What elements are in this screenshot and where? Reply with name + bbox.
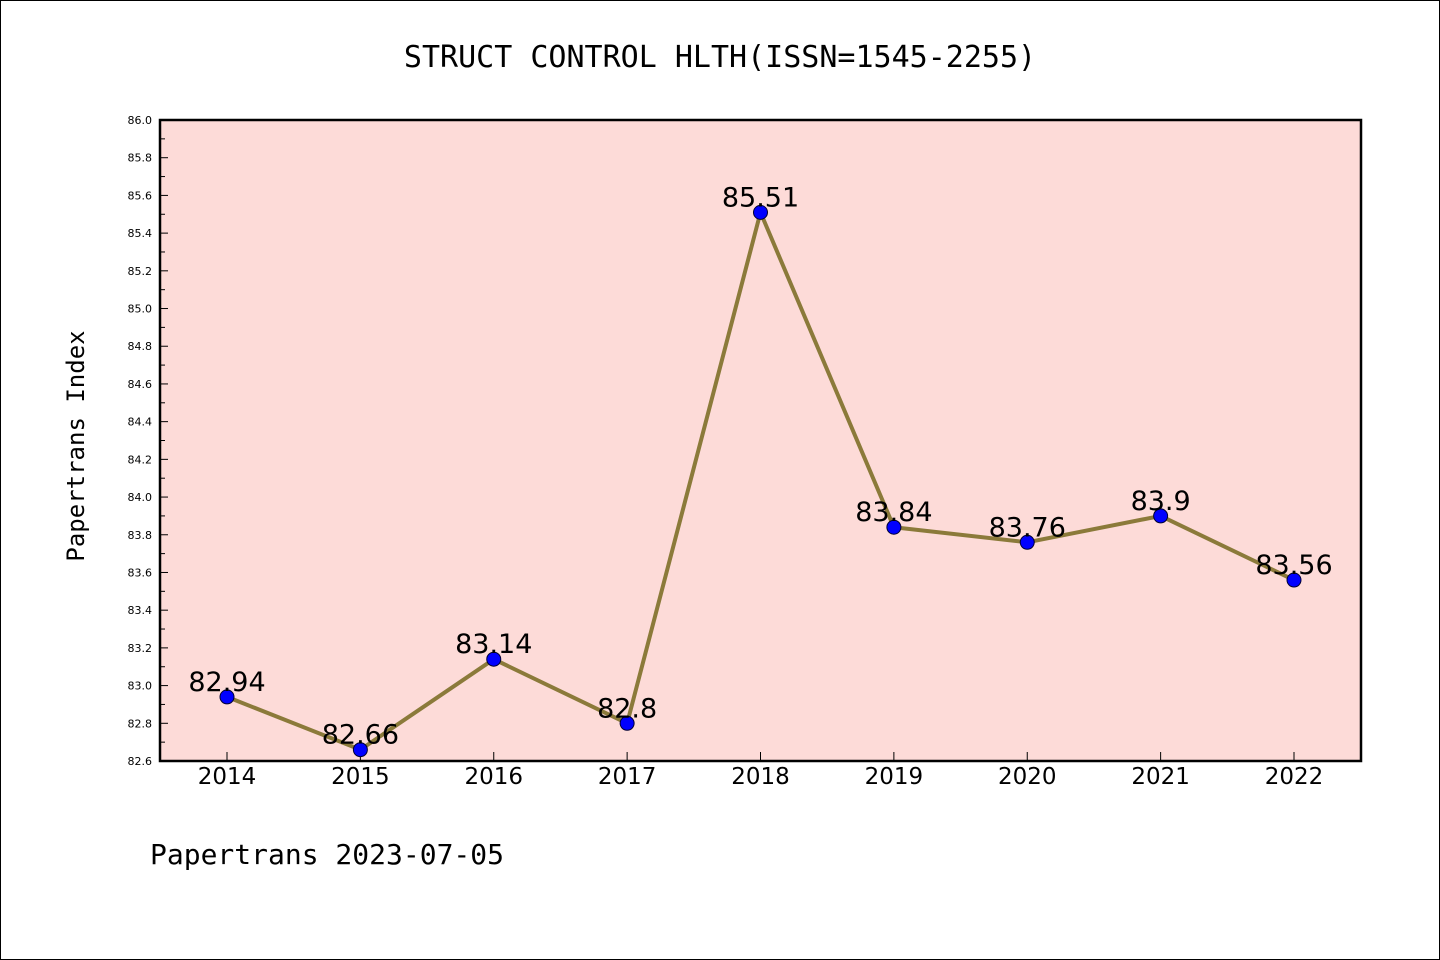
data-label: 82.66 (322, 720, 399, 751)
x-tick-label: 2020 (998, 764, 1057, 790)
x-tick-label: 2014 (198, 764, 257, 790)
x-tick-label: 2017 (598, 764, 657, 790)
x-tick-label: 2016 (464, 764, 523, 790)
data-point (1153, 508, 1169, 524)
x-tick-label: 2015 (331, 764, 390, 790)
y-tick-label: 85.4 (128, 227, 153, 240)
chart-title: STRUCT CONTROL HLTH(ISSN=1545-2255) (404, 40, 1036, 75)
x-tick-label: 2022 (1265, 764, 1324, 790)
data-point (352, 742, 368, 758)
x-tick-label: 2019 (865, 764, 924, 790)
data-point (486, 651, 502, 667)
y-tick-label: 83.8 (128, 529, 153, 542)
y-tick-label: 84.6 (128, 378, 153, 391)
y-tick-label: 83.2 (128, 642, 153, 655)
data-label: 82.94 (188, 667, 265, 698)
data-point (219, 689, 235, 705)
y-tick-label: 84.2 (128, 453, 153, 466)
y-tick-label: 85.8 (128, 152, 153, 165)
y-tick-label: 82.8 (128, 717, 153, 730)
y-tick-label: 83.0 (128, 680, 153, 693)
data-label: 85.51 (722, 182, 799, 213)
data-label: 83.9 (1131, 486, 1191, 517)
data-point (753, 204, 768, 220)
y-tick-label: 84.4 (128, 416, 153, 429)
y-tick-label: 83.4 (128, 604, 153, 617)
y-axis-ticks: 82.6 82.8 83.0 83.2 83.4 83.6 83.8 84.0 84.2 84.4… (128, 114, 168, 768)
data-point (1019, 534, 1035, 550)
plot-area (158, 118, 1363, 763)
data-label: 83.14 (455, 629, 532, 660)
y-tick-label: 84.0 (128, 491, 153, 504)
data-point (619, 715, 635, 731)
y-tick-label: 84.8 (128, 340, 153, 353)
y-tick-label: 83.6 (128, 566, 153, 579)
footer-text: Papertrans 2023-07-05 (150, 838, 504, 871)
data-labels-group: 82.94 82.66 83.14 82.8 85.51 83.84 83.76 83.9 83… (188, 182, 1332, 750)
data-label: 82.8 (597, 693, 657, 724)
x-axis-ticks: 2014 2015 2016 2017 2018 2019 2020 2021 2022 (198, 752, 1324, 790)
data-label: 83.56 (1255, 550, 1332, 581)
series-line-group (219, 204, 1302, 758)
y-axis-label: Papertrans Index (62, 330, 90, 561)
x-tick-label: 2021 (1131, 764, 1190, 790)
data-point (1286, 572, 1302, 588)
y-tick-label: 85.6 (128, 189, 153, 202)
x-tick-label: 2018 (731, 764, 790, 790)
data-point (886, 519, 902, 535)
y-tick-label: 85.2 (128, 265, 153, 278)
y-tick-label: 85.0 (128, 303, 153, 316)
y-tick-label: 86.0 (128, 114, 153, 127)
data-label: 83.84 (855, 497, 932, 528)
y-tick-label: 82.6 (128, 755, 153, 768)
data-label: 83.76 (989, 512, 1066, 543)
